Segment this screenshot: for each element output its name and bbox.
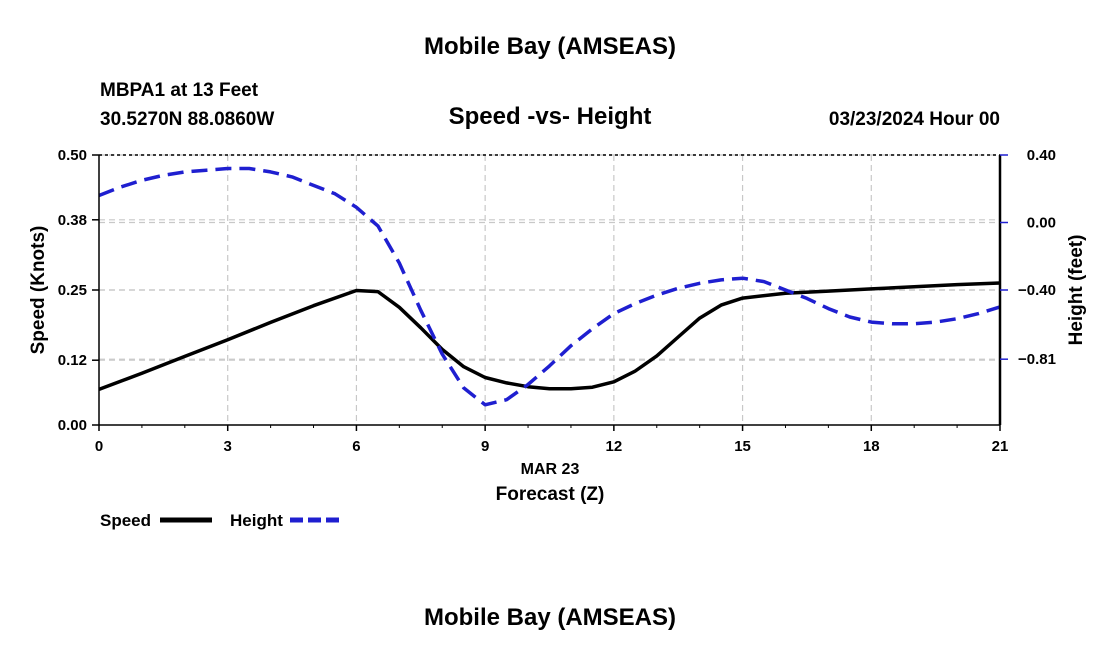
x-tick-label-0: 0 [95, 438, 103, 455]
y-right-tick-label-2: −0.40 [1018, 282, 1056, 299]
legend-label-speed: Speed [100, 511, 151, 530]
x-tick-label-4: 12 [606, 438, 623, 455]
series-line-speed [98, 281, 1001, 392]
forecast-datetime: 03/23/2024 Hour 00 [829, 109, 1000, 130]
y-left-tick-label-3: 0.38 [58, 212, 87, 229]
plot-ticks: 0 3 6 9 12 15 18 21 0.00 0.12 0.25 0.38 0.50 0.40 0.00… [58, 147, 1056, 455]
x-tick-label-6: 18 [863, 438, 880, 455]
plot-series [98, 166, 1001, 407]
series-line-height [98, 166, 1001, 407]
legend-label-height: Height [230, 511, 283, 530]
x-tick-label-5: 15 [734, 438, 751, 455]
y-left-tick-label-0: 0.00 [58, 417, 87, 434]
legend: Speed Height [100, 511, 342, 530]
x-axis-date-label: MAR 23 [521, 461, 580, 478]
footer-title: Mobile Bay (AMSEAS) [424, 604, 676, 631]
y-left-tick-label-2: 0.25 [58, 282, 87, 299]
chart-subtitle: Speed -vs- Height [449, 103, 652, 130]
station-label: MBPA1 at 13 Feet [100, 80, 259, 101]
y-right-tick-label-1: 0.00 [1027, 215, 1056, 232]
y-right-tick-label-0: 0.40 [1027, 147, 1056, 164]
x-tick-label-7: 21 [992, 438, 1009, 455]
station-coords: 30.5270N 88.0860W [100, 109, 274, 130]
y-left-tick-label-4: 0.50 [58, 147, 87, 164]
x-tick-label-1: 3 [224, 438, 232, 455]
y-axis-left-title: Speed (Knots) [28, 226, 49, 355]
chart-title: Mobile Bay (AMSEAS) [424, 33, 676, 60]
y-left-tick-label-1: 0.12 [58, 352, 87, 369]
x-tick-label-2: 6 [352, 438, 360, 455]
x-tick-label-3: 9 [481, 438, 489, 455]
y-right-tick-label-3: −0.81 [1018, 351, 1056, 368]
x-axis-title: Forecast (Z) [496, 484, 605, 505]
y-axis-right-title: Height (feet) [1066, 235, 1087, 346]
